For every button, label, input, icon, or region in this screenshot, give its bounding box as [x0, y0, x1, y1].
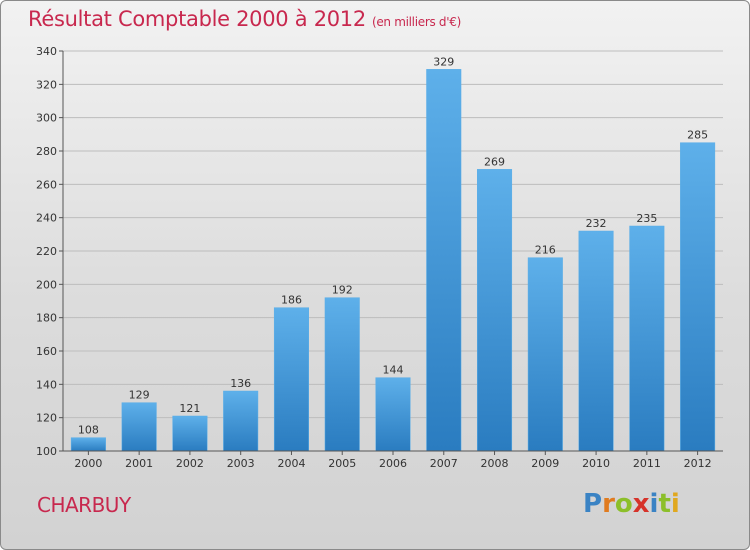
x-tick-label: 2006: [379, 457, 407, 470]
bar-value-label: 108: [78, 424, 99, 437]
y-tick-label: 200: [36, 278, 57, 291]
x-tick-label: 2001: [125, 457, 153, 470]
bar: [172, 415, 208, 452]
y-tick-label: 260: [36, 178, 57, 191]
bar: [680, 142, 716, 452]
bar: [273, 307, 309, 452]
x-tick-label: 2004: [277, 457, 305, 470]
bars: 108 129 121 136 186 192 144 329 269 216 232 235 285: [70, 55, 716, 452]
y-tick-label: 220: [36, 245, 57, 258]
proxiti-logo: Proxiti: [583, 489, 680, 519]
y-tick-label: 160: [36, 345, 57, 358]
y-tick-label: 140: [36, 378, 57, 391]
y-tick-label: 300: [36, 112, 57, 125]
bar: [375, 377, 411, 452]
x-tick-label: 2005: [328, 457, 356, 470]
y-tick-label: 320: [36, 78, 57, 91]
bar-value-label: 136: [230, 377, 251, 390]
bar-value-label: 186: [281, 294, 302, 307]
chart-title: Résultat Comptable 2000 à 2012 (en millie…: [28, 7, 461, 31]
bar-value-label: 329: [433, 55, 454, 68]
bar-value-label: 144: [383, 364, 404, 377]
bar: [223, 390, 259, 452]
bar: [121, 402, 157, 452]
y-tick-label: 280: [36, 145, 57, 158]
bar-value-label: 232: [586, 217, 607, 230]
y-tick-label: 340: [36, 45, 57, 58]
bar: [578, 230, 614, 452]
bar-value-label: 192: [332, 284, 353, 297]
x-tick-label: 2012: [684, 457, 712, 470]
y-axis: 100 120 140 160 180 200 220 240 260 280 300 320 340: [36, 45, 64, 458]
bar-value-label: 269: [484, 155, 505, 168]
bar: [477, 169, 513, 452]
commune-name: CHARBUY: [37, 493, 131, 517]
x-tick-label: 2011: [633, 457, 661, 470]
bar-value-label: 235: [636, 212, 657, 225]
x-tick-label: 2009: [531, 457, 559, 470]
x-axis: 2000 2001 2002 2003 2004 2005 2006 2007 2008 2009…: [63, 450, 723, 470]
y-tick-label: 180: [36, 312, 57, 325]
bar-value-label: 121: [179, 402, 200, 415]
bar-value-label: 129: [129, 389, 150, 402]
bar: [426, 69, 462, 452]
x-tick-label: 2007: [430, 457, 458, 470]
bar: [629, 225, 665, 452]
bar: [527, 257, 563, 452]
y-tick-label: 100: [36, 445, 57, 458]
x-tick-label: 2002: [176, 457, 204, 470]
bar: [324, 297, 360, 452]
bar-value-label: 216: [535, 244, 556, 257]
x-tick-label: 2000: [74, 457, 102, 470]
y-tick-label: 240: [36, 212, 57, 225]
y-tick-label: 120: [36, 412, 57, 425]
chart-title-text: Résultat Comptable 2000 à 2012: [28, 7, 366, 31]
bar: [70, 437, 106, 452]
x-tick-label: 2010: [582, 457, 610, 470]
chart-subtitle: (en milliers d'€): [371, 15, 461, 29]
x-tick-label: 2003: [227, 457, 255, 470]
x-tick-label: 2008: [481, 457, 509, 470]
bar-value-label: 285: [687, 129, 708, 142]
